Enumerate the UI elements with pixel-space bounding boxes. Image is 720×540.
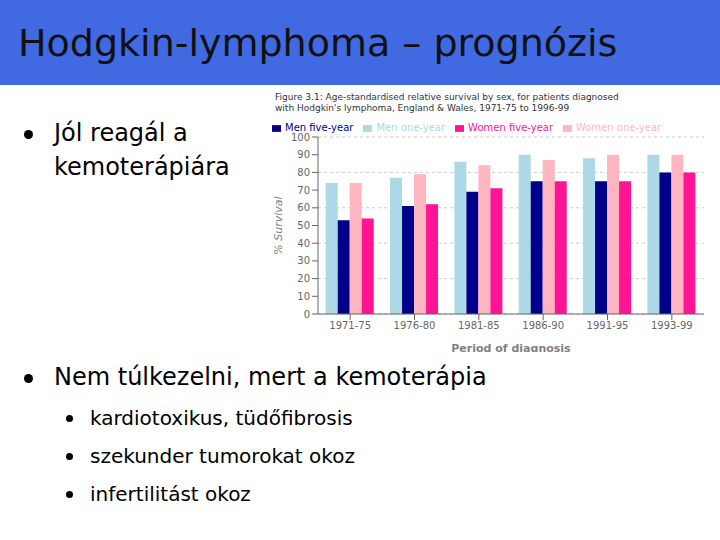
html-text:kardiotoxikus, tüdőfibrosis: kardiotoxikus, tüdőfibrosis (90, 406, 353, 430)
svg-text:20: 20 (297, 273, 310, 284)
svg-text:30: 30 (297, 255, 310, 266)
svg-text:40: 40 (297, 238, 310, 249)
svg-text:1991-95: 1991-95 (587, 320, 629, 331)
svg-text:60: 60 (297, 202, 310, 213)
svg-text:90: 90 (297, 149, 310, 160)
html-text:Women one-year: Women one-year (576, 122, 662, 133)
svg-text:Period of diagnosis: Period of diagnosis (451, 342, 571, 352)
svg-text:10: 10 (297, 291, 310, 302)
svg-text:0: 0 (304, 309, 310, 320)
svg-text:70: 70 (297, 185, 310, 196)
svg-text:% Survival: % Survival (272, 196, 285, 254)
svg-text:100: 100 (291, 132, 310, 143)
html-text:Jól reagál a: Jól reagál a (54, 119, 188, 147)
html-text:szekunder tumorokat okoz: szekunder tumorokat okoz (90, 444, 355, 468)
html-text:with Hodgkin's lymphoma, Engla: with Hodgkin's lymphoma, England & Wales… (275, 103, 570, 113)
html-text:infertilitást okoz: infertilitást okoz (90, 482, 251, 506)
html-text:Women five-year: Women five-year (468, 122, 553, 133)
html-text:Men one-year: Men one-year (376, 122, 446, 133)
svg-text:80: 80 (297, 167, 310, 178)
html-text:Men five-year: Men five-year (285, 122, 354, 133)
svg-text:1981-85: 1981-85 (458, 320, 500, 331)
html-text:kemoterápiára: kemoterápiára (54, 153, 230, 181)
html-text:Hodgkin-lymphoma – prognózis: Hodgkin-lymphoma – prognózis (18, 20, 618, 65)
svg-text:1976-80: 1976-80 (394, 320, 436, 331)
svg-text:1993-99: 1993-99 (651, 320, 693, 331)
svg-text:1986-90: 1986-90 (522, 320, 564, 331)
html-text:Figure 3.1: Age-standardised r: Figure 3.1: Age-standardised relative su… (275, 92, 619, 102)
svg-text:50: 50 (297, 220, 310, 231)
svg-text:1971-75: 1971-75 (329, 320, 371, 331)
html-text:Nem túlkezelni, mert a kemoter: Nem túlkezelni, mert a kemoterápia (54, 363, 487, 391)
